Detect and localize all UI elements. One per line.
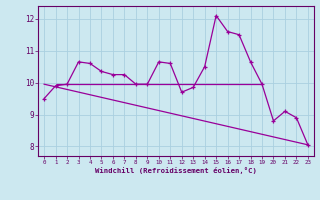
X-axis label: Windchill (Refroidissement éolien,°C): Windchill (Refroidissement éolien,°C) (95, 167, 257, 174)
